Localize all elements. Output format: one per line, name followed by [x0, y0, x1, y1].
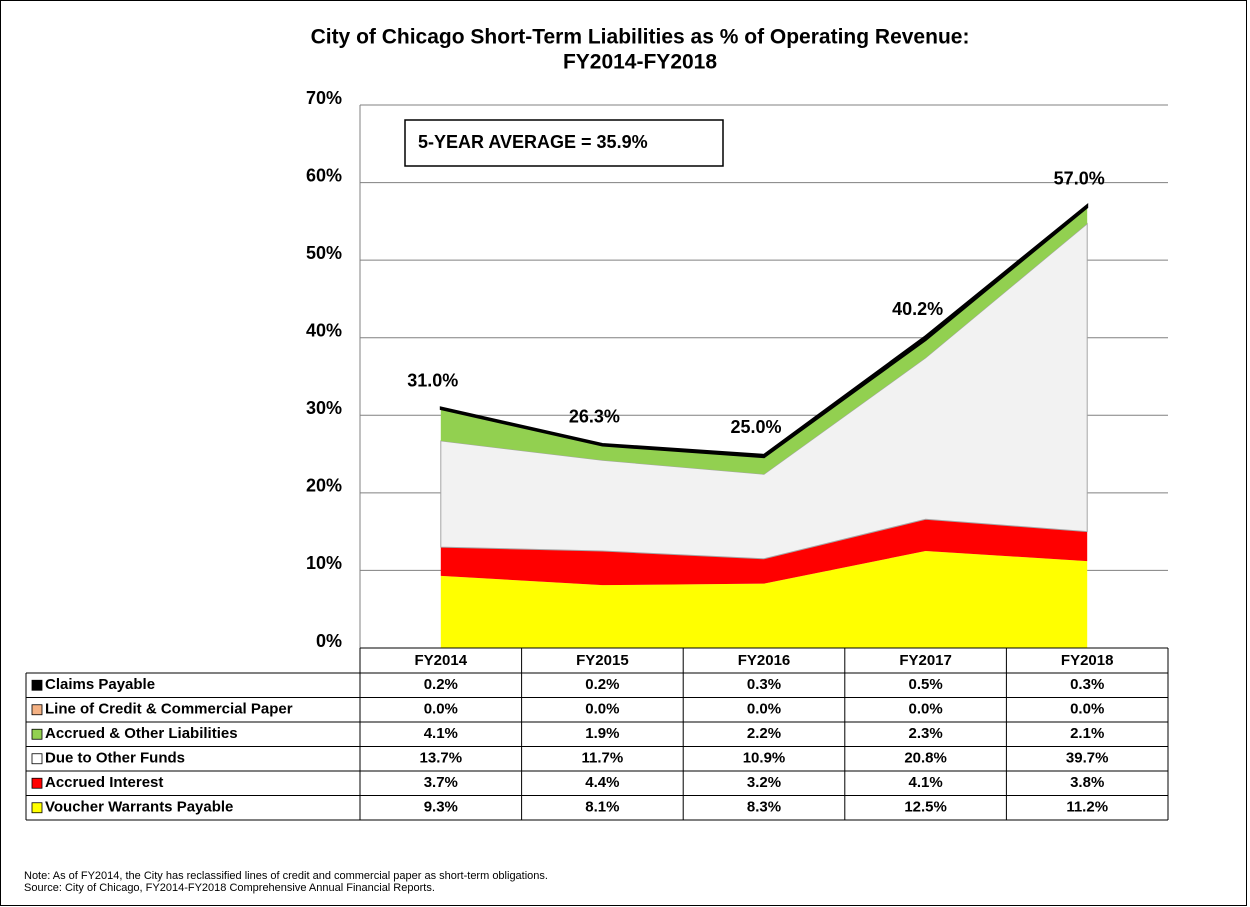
- area: [440, 551, 1088, 648]
- y-tick-label: 0%: [316, 631, 342, 651]
- table-cell: 0.0%: [908, 701, 942, 718]
- x-tick-label: FY2014: [415, 652, 468, 669]
- y-tick-label: 30%: [306, 398, 342, 418]
- table-cell: 8.3%: [747, 799, 781, 816]
- table-cell: 11.7%: [582, 750, 624, 767]
- y-tick-label: 60%: [306, 165, 342, 185]
- table-cell: 3.7%: [424, 774, 458, 791]
- chart-title: City of Chicago Short-Term Liabilities a…: [311, 26, 970, 49]
- y-tick-label: 20%: [306, 476, 342, 496]
- table-cell: 10.9%: [743, 750, 786, 767]
- legend-label: Due to Other Funds: [45, 750, 185, 767]
- chart-title: FY2014-FY2018: [563, 51, 717, 74]
- legend-swatch: [31, 802, 43, 814]
- area: [440, 207, 1088, 475]
- table-cell: 0.2%: [585, 676, 619, 693]
- table-cell: 2.3%: [908, 725, 942, 742]
- legend-swatch: [31, 777, 43, 789]
- total-label: 26.3%: [569, 407, 620, 427]
- total-label: 57.0%: [1054, 169, 1105, 189]
- table-cell: 3.8%: [1070, 774, 1104, 791]
- table-cell: 0.0%: [424, 701, 458, 718]
- note: Source: City of Chicago, FY2014-FY2018 C…: [24, 882, 435, 894]
- table-cell: 4.1%: [424, 725, 458, 742]
- table-cell: 0.2%: [424, 676, 458, 693]
- y-tick-label: 50%: [306, 243, 342, 263]
- note: Note: As of FY2014, the City has reclass…: [24, 870, 548, 882]
- table-cell: 11.2%: [1066, 799, 1108, 816]
- table-cell: 2.1%: [1070, 725, 1104, 742]
- table-cell: 39.7%: [1066, 750, 1109, 767]
- legend-swatch: [31, 704, 43, 716]
- table-cell: 0.0%: [1070, 701, 1104, 718]
- area: [439, 202, 1089, 459]
- total-label: 40.2%: [892, 299, 943, 319]
- table-cell: 13.7%: [420, 750, 463, 767]
- table-cell: 0.5%: [908, 676, 942, 693]
- legend-label: Accrued & Other Liabilities: [45, 725, 238, 742]
- legend-swatch: [31, 753, 43, 765]
- table-cell: 0.3%: [1070, 676, 1104, 693]
- annotation-box: [404, 119, 724, 167]
- table-cell: 8.1%: [585, 799, 619, 816]
- table-cell: 9.3%: [424, 799, 458, 816]
- table-cell: 0.0%: [585, 701, 619, 718]
- legend-label: Line of Credit & Commercial Paper: [45, 701, 293, 718]
- table-cell: 20.8%: [904, 750, 947, 767]
- y-tick-label: 70%: [306, 88, 342, 108]
- table-cell: 0.3%: [747, 676, 781, 693]
- y-tick-label: 10%: [306, 553, 342, 573]
- table-cell: 0.0%: [747, 701, 781, 718]
- table-cell: 1.9%: [585, 725, 619, 742]
- x-tick-label: FY2016: [738, 652, 791, 669]
- table-cell: 2.2%: [747, 725, 781, 742]
- table-cell: 4.1%: [908, 774, 942, 791]
- x-tick-label: FY2018: [1061, 652, 1114, 669]
- legend-swatch: [31, 728, 43, 740]
- x-tick-label: FY2017: [899, 652, 952, 669]
- table-cell: 12.5%: [904, 799, 947, 816]
- annotation: 5-YEAR AVERAGE = 35.9%: [418, 132, 648, 152]
- table-cell: 4.4%: [585, 774, 619, 791]
- legend-label: Accrued Interest: [45, 774, 163, 791]
- legend-swatch: [31, 679, 43, 691]
- area: [440, 519, 1088, 586]
- y-tick-label: 40%: [306, 320, 342, 340]
- table-cell: 3.2%: [747, 774, 781, 791]
- total-label: 31.0%: [407, 370, 458, 390]
- legend-label: Claims Payable: [45, 676, 155, 693]
- x-tick-label: FY2015: [576, 652, 629, 669]
- total-label: 25.0%: [730, 417, 781, 437]
- legend-label: Voucher Warrants Payable: [45, 799, 233, 816]
